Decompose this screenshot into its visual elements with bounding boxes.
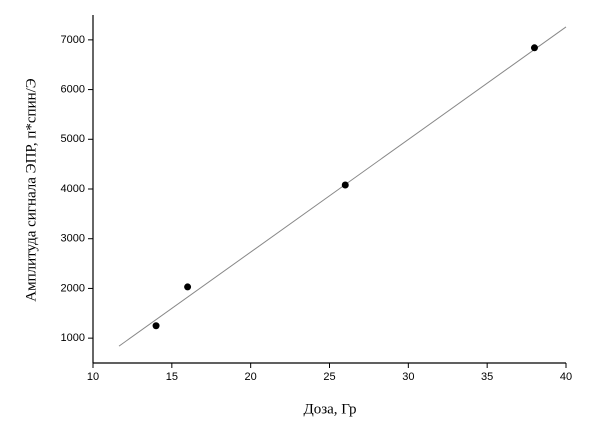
x-tick-label: 15 bbox=[166, 371, 178, 383]
x-tick-label: 25 bbox=[323, 371, 335, 383]
x-tick-label: 35 bbox=[481, 371, 493, 383]
y-tick-label: 4000 bbox=[61, 183, 85, 195]
y-tick-label: 3000 bbox=[61, 233, 85, 245]
x-axis-title: Доза, Гр bbox=[303, 401, 356, 417]
y-tick-label: 6000 bbox=[61, 83, 85, 95]
x-tick-label: 10 bbox=[87, 371, 99, 383]
y-axis-title: Амплитуда сигнала ЭПР, п*спин/Э bbox=[23, 78, 39, 302]
y-tick-label: 1000 bbox=[61, 332, 85, 344]
y-tick-label: 7000 bbox=[61, 34, 85, 46]
x-tick-label: 20 bbox=[245, 371, 257, 383]
y-tick-label: 2000 bbox=[61, 282, 85, 294]
x-tick-label: 30 bbox=[402, 371, 414, 383]
data-point bbox=[341, 181, 349, 189]
data-point bbox=[530, 44, 538, 52]
data-point bbox=[152, 322, 160, 330]
y-tick-label: 5000 bbox=[61, 133, 85, 145]
data-point bbox=[184, 283, 192, 291]
x-tick-label: 40 bbox=[560, 371, 572, 383]
